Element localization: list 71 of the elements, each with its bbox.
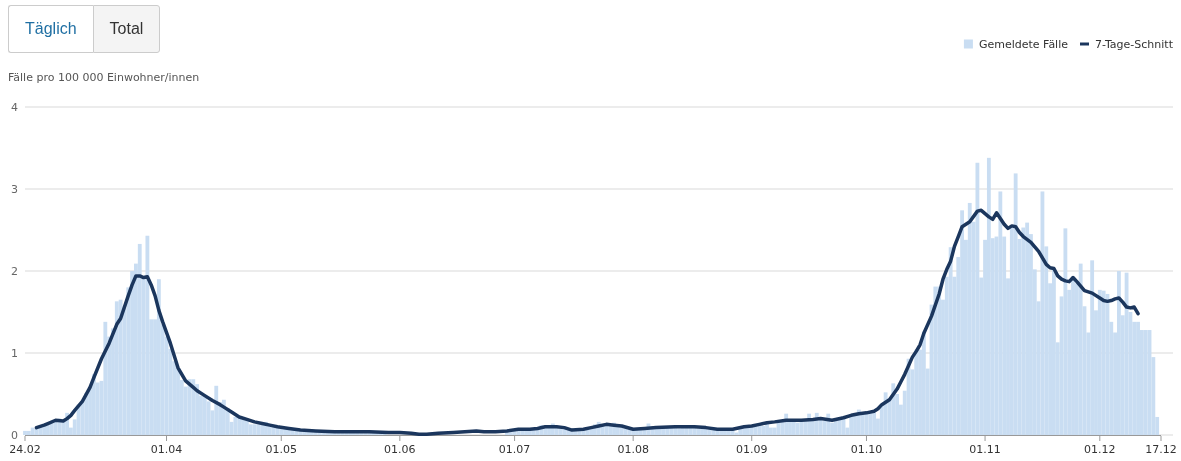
bar — [1097, 289, 1102, 435]
bar — [233, 416, 238, 435]
bar — [1078, 263, 1083, 435]
bar — [26, 430, 31, 435]
bar — [749, 426, 754, 435]
x-tick-label: 01.05 — [265, 443, 298, 456]
x-tick-label: 01.12 — [1084, 443, 1116, 456]
bar — [156, 279, 161, 435]
x-tick-label: 01.08 — [617, 443, 649, 456]
x-tick-label: 01.06 — [384, 443, 416, 456]
bar — [118, 299, 123, 435]
bar — [1101, 290, 1106, 435]
bar — [206, 401, 211, 435]
bar — [921, 331, 926, 435]
x-tick-label: 01.07 — [498, 443, 531, 456]
y-tick-label: 1 — [11, 346, 18, 360]
bar — [260, 425, 265, 435]
bar — [1025, 222, 1030, 435]
x-tick-label: 01.10 — [850, 443, 883, 456]
bar — [960, 210, 965, 435]
legend-label: Gemeldete Fälle — [978, 38, 1069, 51]
bar — [1021, 227, 1026, 435]
bar — [256, 424, 261, 435]
bar — [214, 385, 219, 435]
bar — [837, 418, 842, 435]
bar — [768, 427, 773, 435]
y-tick-label: 0 — [11, 428, 18, 442]
bar — [103, 321, 108, 435]
x-tick-label: 17.12 — [1145, 443, 1177, 456]
x-tick-label: 24.02 — [9, 443, 41, 456]
bar — [937, 286, 942, 435]
bar — [191, 379, 196, 435]
bar — [30, 427, 35, 435]
x-tick-label: 01.04 — [150, 443, 183, 456]
bar — [202, 395, 207, 435]
toggle-button: Total — [92, 5, 161, 53]
legend-label: 7-Tage-Schnitt — [1095, 38, 1174, 51]
bar — [948, 247, 953, 435]
bar — [860, 413, 865, 435]
bar — [967, 202, 972, 435]
bar — [237, 416, 242, 435]
bar — [986, 157, 991, 435]
bar — [137, 243, 142, 435]
bar — [114, 301, 119, 435]
y-axis-title: Fälle pro 100 000 Einwohner/innen — [8, 71, 200, 84]
line-series — [34, 208, 1140, 436]
bar — [872, 412, 877, 435]
x-tick-label: 01.09 — [735, 443, 768, 456]
toggle-button: Täglich — [8, 5, 93, 53]
bar — [772, 427, 777, 435]
bar — [795, 422, 800, 435]
bar — [1090, 260, 1095, 435]
bar — [761, 425, 766, 435]
y-tick-label: 2 — [11, 264, 18, 278]
y-tick-label: 3 — [11, 182, 18, 196]
bar — [914, 349, 919, 435]
x-tick-label: 01.11 — [969, 443, 1001, 456]
y-tick-label: 4 — [11, 100, 18, 114]
bar — [1051, 268, 1056, 435]
bar — [23, 430, 27, 435]
bar — [1117, 271, 1121, 435]
bar — [1013, 173, 1018, 435]
bar — [1063, 228, 1068, 435]
bar — [933, 286, 938, 435]
bar — [49, 422, 54, 435]
bar — [883, 392, 888, 435]
bar — [975, 162, 980, 435]
bar — [145, 235, 150, 435]
bar — [998, 191, 1003, 435]
bar — [1143, 330, 1148, 435]
bar — [248, 424, 253, 435]
